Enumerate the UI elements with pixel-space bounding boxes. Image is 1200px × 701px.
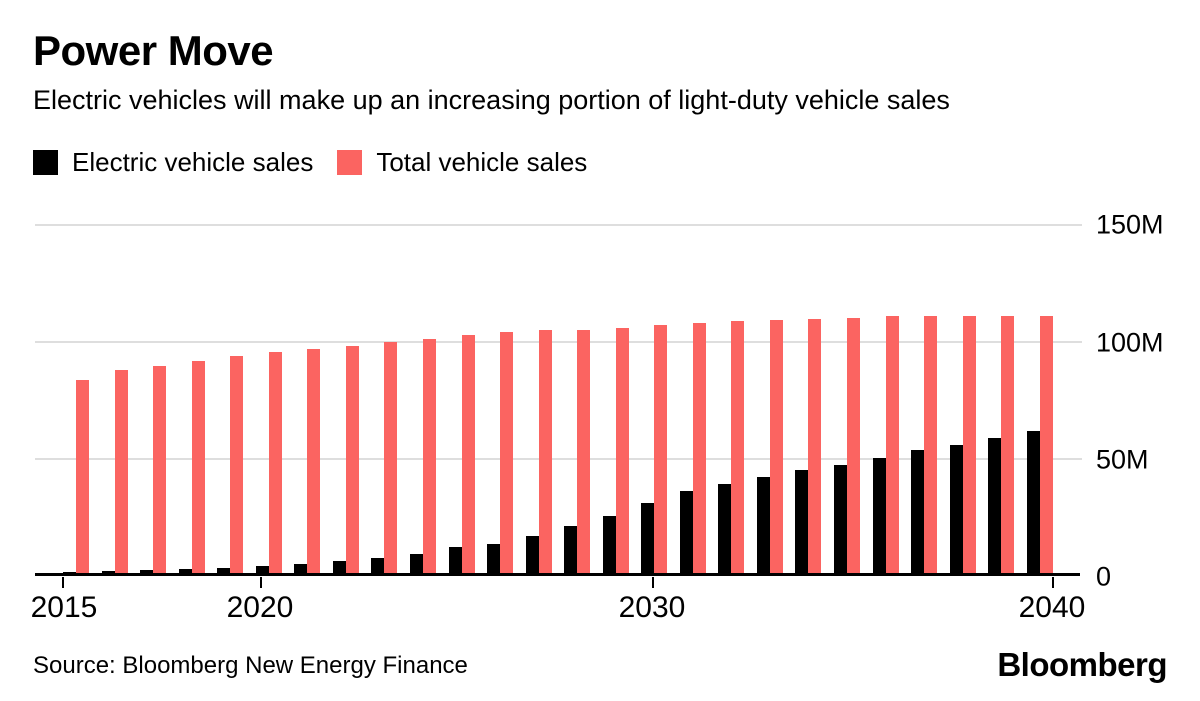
bar-total-2015 <box>76 380 89 573</box>
bar-total-2031 <box>693 323 706 573</box>
bar-total-2023 <box>384 342 397 573</box>
legend-swatch-electric-icon <box>33 150 58 175</box>
bar-ev-2025 <box>449 547 462 573</box>
y-label-50m: 50M <box>1096 444 1149 475</box>
bar-ev-2029 <box>603 516 616 573</box>
bar-total-2030 <box>654 325 667 573</box>
bar-ev-2030 <box>641 503 654 573</box>
bar-total-2021 <box>307 349 320 573</box>
x-tick-2040 <box>1052 577 1054 588</box>
bar-ev-2031 <box>680 491 693 573</box>
chart-legend: Electric vehicle sales Total vehicle sal… <box>33 147 587 178</box>
bar-total-2034 <box>808 319 821 573</box>
legend-label-total: Total vehicle sales <box>376 147 588 177</box>
bar-ev-2019 <box>217 568 230 573</box>
bar-total-2027 <box>539 330 552 573</box>
bar-ev-2037 <box>911 450 924 573</box>
x-axis-line <box>35 573 1080 576</box>
bar-ev-2016 <box>102 571 115 573</box>
bar-ev-2032 <box>718 484 731 573</box>
bar-total-2028 <box>577 330 590 573</box>
bar-total-2039 <box>1001 316 1014 573</box>
bar-total-2016 <box>115 370 128 573</box>
bar-ev-2026 <box>487 544 500 573</box>
bar-ev-2034 <box>795 470 808 573</box>
bar-total-2038 <box>963 316 976 573</box>
x-label-2040: 2040 <box>1018 591 1086 624</box>
bar-total-2020 <box>269 352 282 573</box>
bar-total-2029 <box>616 328 629 573</box>
y-label-0: 0 <box>1096 561 1112 592</box>
bar-ev-2033 <box>757 477 770 573</box>
bar-total-2022 <box>346 346 359 573</box>
x-label-2020: 2020 <box>226 591 294 624</box>
bar-ev-2024 <box>410 554 423 573</box>
legend-item-total: Total vehicle sales <box>337 147 587 178</box>
bar-total-2035 <box>847 318 860 573</box>
source-credit: Source: Bloomberg New Energy Finance <box>33 652 468 679</box>
bar-ev-2022 <box>333 561 346 573</box>
bar-ev-2021 <box>294 564 307 573</box>
legend-item-electric: Electric vehicle sales <box>33 147 313 178</box>
gridline-100m <box>35 341 1082 343</box>
bar-ev-2028 <box>564 526 577 573</box>
chart-subtitle: Electric vehicles will make up an increa… <box>33 85 950 115</box>
bar-ev-2036 <box>873 458 886 573</box>
x-label-2030: 2030 <box>618 591 686 624</box>
x-label-2015: 2015 <box>30 591 98 624</box>
y-label-100m: 100M <box>1096 327 1164 358</box>
bar-total-2026 <box>500 332 513 573</box>
bar-total-2024 <box>423 339 436 573</box>
bar-ev-2020 <box>256 566 269 573</box>
bar-total-2032 <box>731 321 744 573</box>
bar-total-2017 <box>153 366 166 573</box>
x-tick-2020 <box>260 577 262 588</box>
chart-title: Power Move <box>33 27 274 74</box>
bar-total-2040 <box>1040 316 1053 573</box>
bar-ev-2027 <box>526 536 539 573</box>
bar-total-2037 <box>924 316 937 573</box>
bar-total-2025 <box>462 335 475 573</box>
gridline-50m <box>35 458 1082 460</box>
bar-ev-2039 <box>988 438 1001 573</box>
bar-ev-2038 <box>950 445 963 573</box>
bar-ev-2017 <box>140 570 153 573</box>
y-label-150m: 150M <box>1096 209 1164 240</box>
x-tick-2030 <box>652 577 654 588</box>
legend-label-electric: Electric vehicle sales <box>72 147 314 177</box>
bar-ev-2015 <box>63 572 76 573</box>
bar-ev-2035 <box>834 465 847 573</box>
bloomberg-logo: Bloomberg <box>997 646 1167 683</box>
bar-ev-2018 <box>179 569 192 573</box>
bar-ev-2023 <box>371 558 384 573</box>
bar-total-2033 <box>770 320 783 573</box>
plot-area <box>35 224 1082 576</box>
legend-swatch-total-icon <box>337 150 363 175</box>
x-tick-2015 <box>62 577 64 588</box>
bar-total-2019 <box>230 356 243 573</box>
bar-total-2018 <box>192 361 205 573</box>
bar-total-2036 <box>886 316 899 573</box>
bars-container <box>35 224 1080 576</box>
bar-ev-2040 <box>1027 431 1040 573</box>
gridline-150m <box>35 224 1082 226</box>
